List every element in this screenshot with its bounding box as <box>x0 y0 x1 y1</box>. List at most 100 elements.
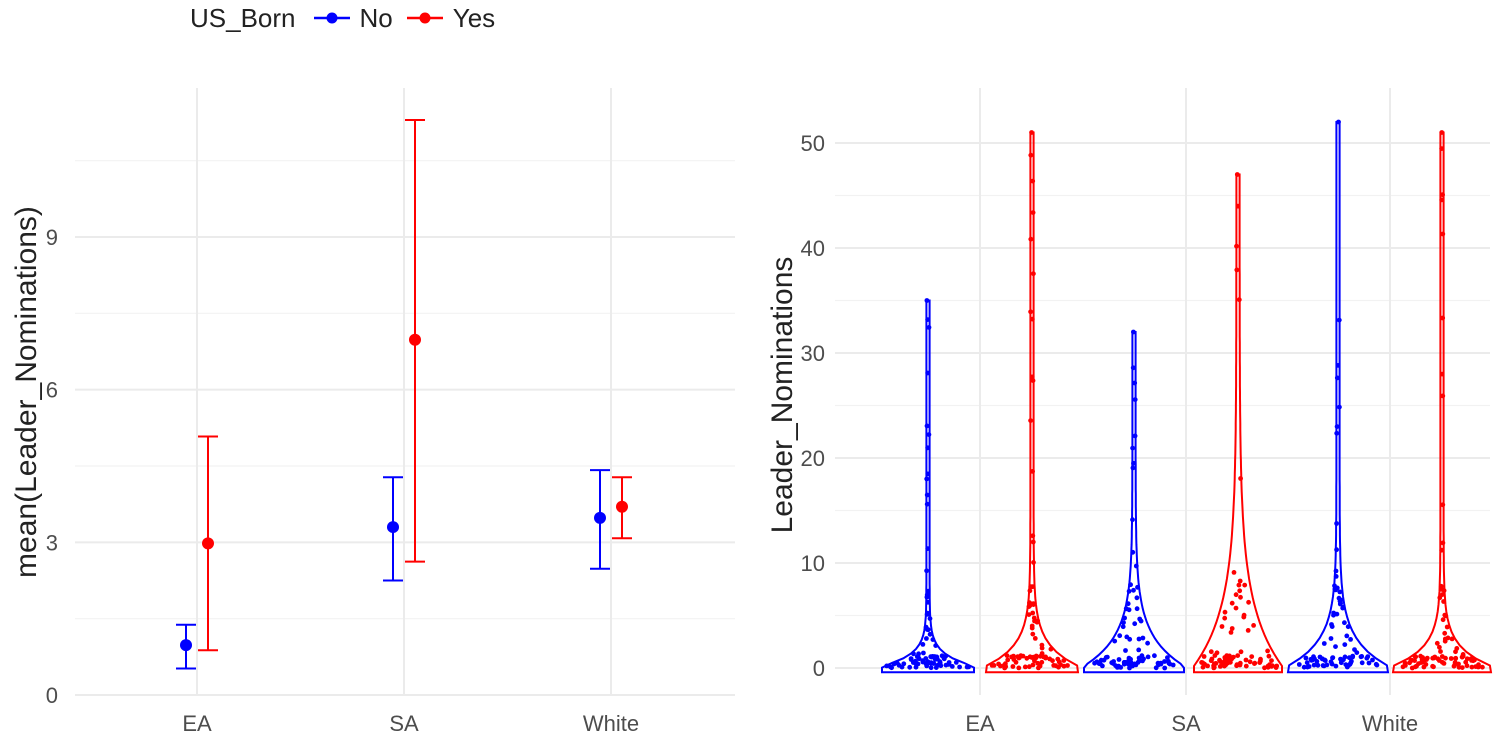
data-point <box>1027 600 1032 606</box>
data-point <box>1412 658 1417 663</box>
data-point <box>1030 662 1036 668</box>
data-point <box>1440 540 1446 546</box>
data-point <box>1249 654 1255 659</box>
data-point <box>924 501 930 507</box>
data-point <box>1342 642 1348 647</box>
data-point <box>1333 663 1339 669</box>
data-point <box>1258 658 1263 664</box>
data-point <box>1266 653 1272 659</box>
data-point <box>1448 656 1454 661</box>
data-point <box>920 642 926 647</box>
data-point <box>1424 657 1429 662</box>
data-point <box>1145 640 1150 646</box>
data-point <box>1030 210 1036 216</box>
data-point <box>1010 664 1016 669</box>
data-point <box>1440 502 1446 508</box>
data-point <box>1031 654 1036 660</box>
data-point <box>1030 631 1036 637</box>
legend-label-no: No <box>359 2 393 33</box>
data-point <box>1334 611 1340 617</box>
data-point <box>1366 660 1372 666</box>
x-tick-label: EA <box>182 711 212 736</box>
data-point <box>1469 664 1475 670</box>
data-point <box>1026 612 1032 617</box>
data-point <box>1430 655 1436 661</box>
errorbar-yes-ea <box>198 435 218 652</box>
violin-chart: 0 10 20 30 40 50 EA SA White Leader_Nominations <box>766 88 1493 736</box>
data-point <box>1039 645 1045 651</box>
data-point <box>1347 661 1353 667</box>
data-point <box>1222 663 1227 669</box>
data-point <box>1162 659 1167 664</box>
data-point <box>884 663 890 669</box>
data-point <box>1236 582 1242 588</box>
data-point <box>1265 663 1271 669</box>
data-point <box>1134 606 1140 612</box>
data-point <box>1413 664 1418 670</box>
data-point <box>1237 588 1243 594</box>
data-point <box>1135 660 1141 665</box>
data-point <box>1200 664 1206 670</box>
data-point <box>1336 595 1342 601</box>
errorbar-no-sa <box>383 476 403 582</box>
data-point <box>1140 635 1146 641</box>
data-point <box>1343 662 1349 667</box>
data-point <box>1123 648 1128 653</box>
data-point <box>1229 626 1235 631</box>
data-point <box>913 661 919 666</box>
data-point <box>1321 641 1327 646</box>
data-point <box>935 662 941 668</box>
data-point <box>1026 604 1032 609</box>
data-point <box>1126 655 1132 661</box>
data-point <box>1441 588 1447 593</box>
data-point <box>1048 646 1054 652</box>
data-point <box>1449 636 1455 642</box>
data-point <box>1209 656 1215 662</box>
mean-pointrange-chart: 0 3 6 9 EA SA White mean(Leader_Nominations) <box>10 88 735 736</box>
errorbar-yes-white <box>612 476 632 540</box>
data-point <box>1247 659 1253 665</box>
data-point <box>1120 624 1126 630</box>
data-point <box>1003 664 1009 669</box>
data-point <box>1122 615 1127 621</box>
data-point <box>989 663 995 668</box>
data-point <box>1130 549 1136 555</box>
data-point <box>1269 664 1274 669</box>
data-point <box>996 661 1001 667</box>
data-point <box>1130 662 1136 667</box>
data-point <box>941 656 947 662</box>
data-point <box>1039 659 1045 665</box>
data-point <box>1030 469 1035 474</box>
data-point <box>1436 658 1442 663</box>
data-point <box>1359 654 1365 659</box>
mean-point <box>180 639 192 652</box>
data-point <box>1233 592 1239 598</box>
data-point <box>923 656 929 661</box>
data-point <box>916 651 921 657</box>
data-point <box>1029 374 1035 380</box>
data-point <box>1234 243 1239 249</box>
data-point <box>1027 588 1033 594</box>
data-point <box>1352 647 1357 652</box>
data-point <box>1126 588 1132 594</box>
data-point <box>1130 517 1135 523</box>
data-point <box>1238 649 1244 655</box>
data-point <box>1065 663 1070 668</box>
data-point <box>1237 662 1243 668</box>
data-point <box>1047 656 1053 662</box>
data-point <box>1112 638 1118 644</box>
data-point <box>1332 586 1338 592</box>
data-point <box>925 588 931 594</box>
data-point <box>1028 309 1033 315</box>
data-point <box>934 654 940 660</box>
data-point <box>1116 657 1122 662</box>
data-point <box>1460 653 1466 659</box>
data-point <box>1344 633 1350 639</box>
data-point <box>926 660 931 666</box>
data-point <box>1222 615 1228 621</box>
data-point <box>1333 568 1339 574</box>
data-point <box>1439 371 1445 377</box>
data-point <box>1301 664 1307 670</box>
data-point <box>927 616 933 621</box>
legend-title: US_Born <box>190 2 296 33</box>
